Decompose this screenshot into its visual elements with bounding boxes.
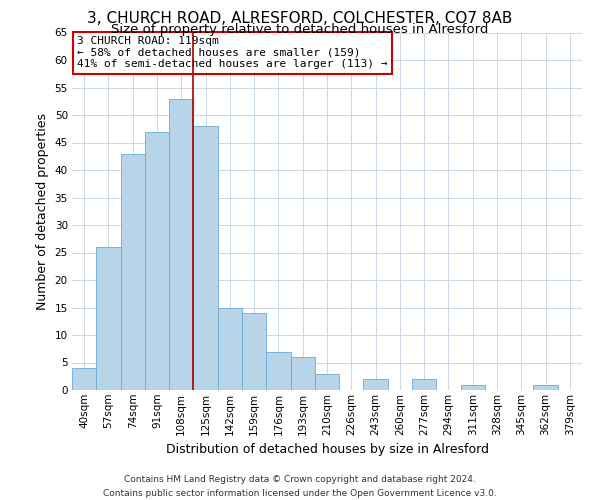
Bar: [218, 308, 242, 390]
Text: 3 CHURCH ROAD: 119sqm
← 58% of detached houses are smaller (159)
41% of semi-det: 3 CHURCH ROAD: 119sqm ← 58% of detached …: [77, 36, 388, 70]
Text: Size of property relative to detached houses in Alresford: Size of property relative to detached ho…: [112, 22, 488, 36]
Y-axis label: Number of detached properties: Number of detached properties: [36, 113, 49, 310]
Bar: [242, 313, 266, 390]
Bar: [315, 374, 339, 390]
Bar: [121, 154, 145, 390]
Bar: [533, 384, 558, 390]
Bar: [145, 132, 169, 390]
X-axis label: Distribution of detached houses by size in Alresford: Distribution of detached houses by size …: [166, 443, 488, 456]
Bar: [364, 379, 388, 390]
Bar: [461, 384, 485, 390]
Text: Contains HM Land Registry data © Crown copyright and database right 2024.
Contai: Contains HM Land Registry data © Crown c…: [103, 476, 497, 498]
Bar: [412, 379, 436, 390]
Text: 3, CHURCH ROAD, ALRESFORD, COLCHESTER, CO7 8AB: 3, CHURCH ROAD, ALRESFORD, COLCHESTER, C…: [88, 11, 512, 26]
Bar: [72, 368, 96, 390]
Bar: [266, 352, 290, 390]
Bar: [96, 247, 121, 390]
Bar: [169, 98, 193, 390]
Bar: [193, 126, 218, 390]
Bar: [290, 357, 315, 390]
